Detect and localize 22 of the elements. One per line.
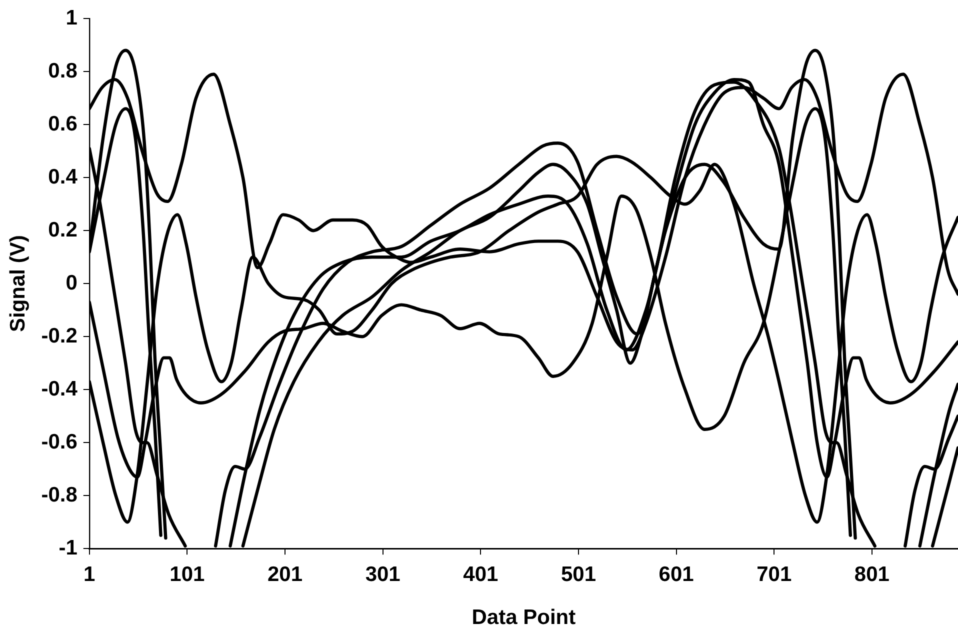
y-tick-label: 0.4 <box>48 165 78 188</box>
x-tick-label: 801 <box>854 562 890 586</box>
x-axis-title: Data Point <box>472 606 576 630</box>
y-tick-label: 0.2 <box>48 218 78 242</box>
y-axis-title: Signal (V) <box>6 235 30 332</box>
y-tick-label: -0.2 <box>41 324 78 348</box>
x-tick-label: 1 <box>84 562 96 586</box>
x-tick-label: 301 <box>365 562 401 586</box>
x-tick-label: 501 <box>560 562 596 586</box>
x-tick-label: 701 <box>756 562 792 586</box>
x-tick-label: 401 <box>463 562 498 586</box>
y-tick-label: -1 <box>58 536 78 560</box>
y-tick-label: -0.8 <box>41 483 78 506</box>
x-tick-label: 201 <box>267 562 303 586</box>
y-tick-label: 0.8 <box>48 59 78 82</box>
y-tick-label: 0 <box>66 271 78 294</box>
y-tick-label: 1 <box>66 6 78 30</box>
y-tick-label: 0.6 <box>48 112 78 136</box>
y-tick-label: -0.4 <box>41 377 78 400</box>
x-tick-label: 601 <box>658 562 694 586</box>
y-tick-label: -0.6 <box>41 430 78 454</box>
x-tick-label: 101 <box>170 562 206 586</box>
